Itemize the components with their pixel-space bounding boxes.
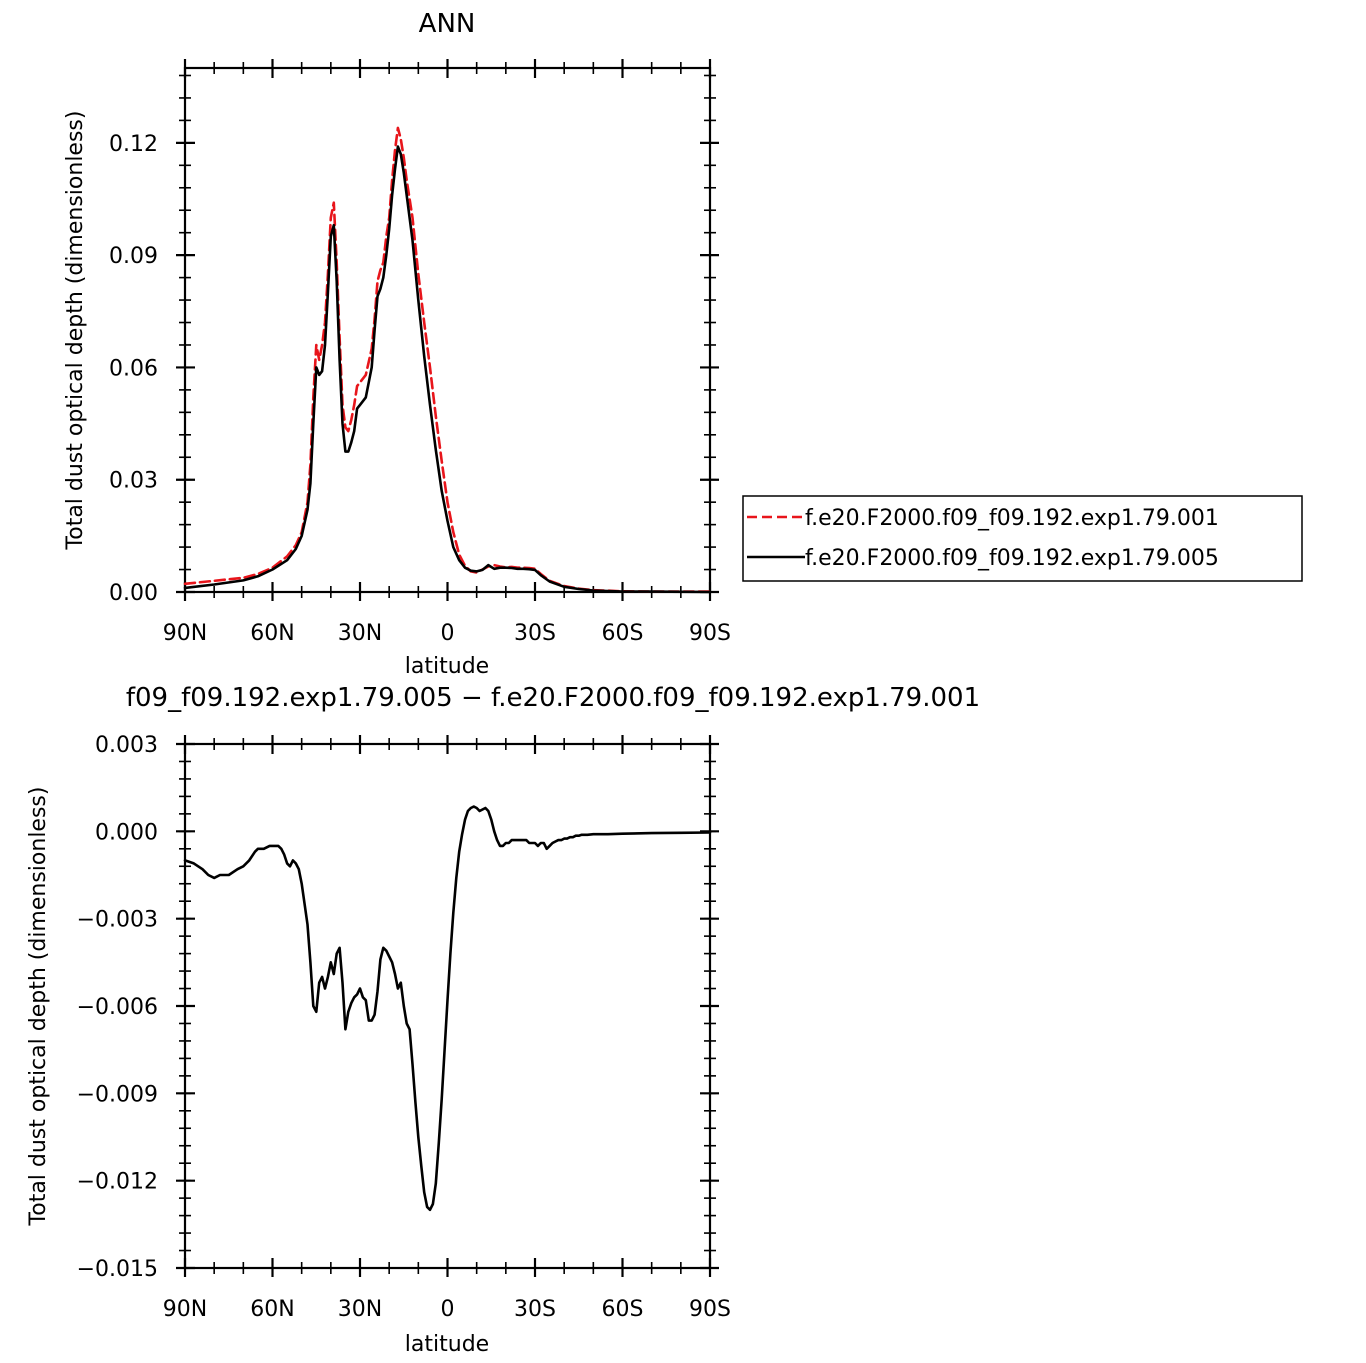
top-x-axis-label: latitude xyxy=(405,654,489,679)
top-x-axis: 90N 60N 30N 0 30S 60S 90S xyxy=(163,59,731,646)
bottom-y-tick-label: −0.003 xyxy=(77,908,158,933)
bottom-x-tick-label: 30S xyxy=(514,1297,556,1322)
bottom-y-axis-label: Total dust optical depth (dimensionless) xyxy=(26,787,51,1227)
bottom-x-axis-label: latitude xyxy=(405,1332,489,1357)
top-x-tick-label: 90S xyxy=(689,621,731,646)
legend-box xyxy=(742,495,1303,582)
top-x-tick-label: 90N xyxy=(163,621,207,646)
bottom-y-tick-label: −0.015 xyxy=(77,1257,158,1282)
bottom-x-tick-label: 60N xyxy=(250,1297,294,1322)
bottom-x-tick-label: 60S xyxy=(602,1297,644,1322)
bottom-y-tick-label: −0.012 xyxy=(77,1170,158,1195)
top-y-tick-label: 0.03 xyxy=(109,469,158,494)
legend: f.e20.F2000.f09_f09.192.exp1.79.001 f.e2… xyxy=(742,495,1303,582)
top-y-axis-label: Total dust optical depth (dimensionless) xyxy=(63,111,88,551)
bottom-y-tick-label: −0.006 xyxy=(77,995,158,1020)
top-series-lines xyxy=(183,126,712,594)
top-plot-area xyxy=(183,66,712,594)
bottom-panel: f09_f09.192.exp1.79.005 − f.e20.F2000.f0… xyxy=(26,683,980,1357)
top-y-tick-label: 0.00 xyxy=(109,581,158,606)
bottom-x-tick-label: 30N xyxy=(338,1297,382,1322)
legend-entry-1: f.e20.F2000.f09_f09.192.exp1.79.001 xyxy=(805,506,1219,531)
bottom-x-tick-label: 0 xyxy=(441,1297,455,1322)
bottom-y-tick-label: 0.000 xyxy=(95,820,158,845)
top-x-tick-label: 0 xyxy=(441,621,455,646)
bottom-y-tick-label: −0.009 xyxy=(77,1082,158,1107)
bottom-chart-title: f09_f09.192.exp1.79.005 − f.e20.F2000.f0… xyxy=(126,683,980,713)
bottom-y-axis: 0.003 0.000 −0.003 −0.006 −0.009 −0.012 −0.015 xyxy=(77,733,719,1282)
top-x-tick-label: 30N xyxy=(338,621,382,646)
top-y-tick-label: 0.12 xyxy=(109,132,158,157)
top-series-line-2 xyxy=(183,145,712,594)
top-x-tick-label: 30S xyxy=(514,621,556,646)
top-y-axis: 0.00 0.03 0.06 0.09 0.12 xyxy=(109,74,719,606)
top-plot-frame xyxy=(183,66,712,594)
bottom-x-axis: 90N 60N 30N 0 30S 60S 90S xyxy=(163,735,731,1322)
top-chart-title: ANN xyxy=(419,9,476,39)
bottom-x-tick-label: 90S xyxy=(689,1297,731,1322)
bottom-y-tick-label: 0.003 xyxy=(95,733,158,758)
legend-entry-2: f.e20.F2000.f09_f09.192.exp1.79.005 xyxy=(805,546,1219,571)
bottom-x-tick-label: 90N xyxy=(163,1297,207,1322)
top-y-tick-label: 0.06 xyxy=(109,356,158,381)
bottom-series-lines xyxy=(183,805,712,1212)
top-panel: ANN 0.00 0.03 0.06 0.09 0.12 90N 60N 30N 0 30S 60… xyxy=(63,9,1303,679)
top-x-tick-label: 60S xyxy=(602,621,644,646)
bottom-series-line-1 xyxy=(183,805,712,1212)
top-y-tick-label: 0.09 xyxy=(109,244,158,269)
top-x-tick-label: 60N xyxy=(250,621,294,646)
